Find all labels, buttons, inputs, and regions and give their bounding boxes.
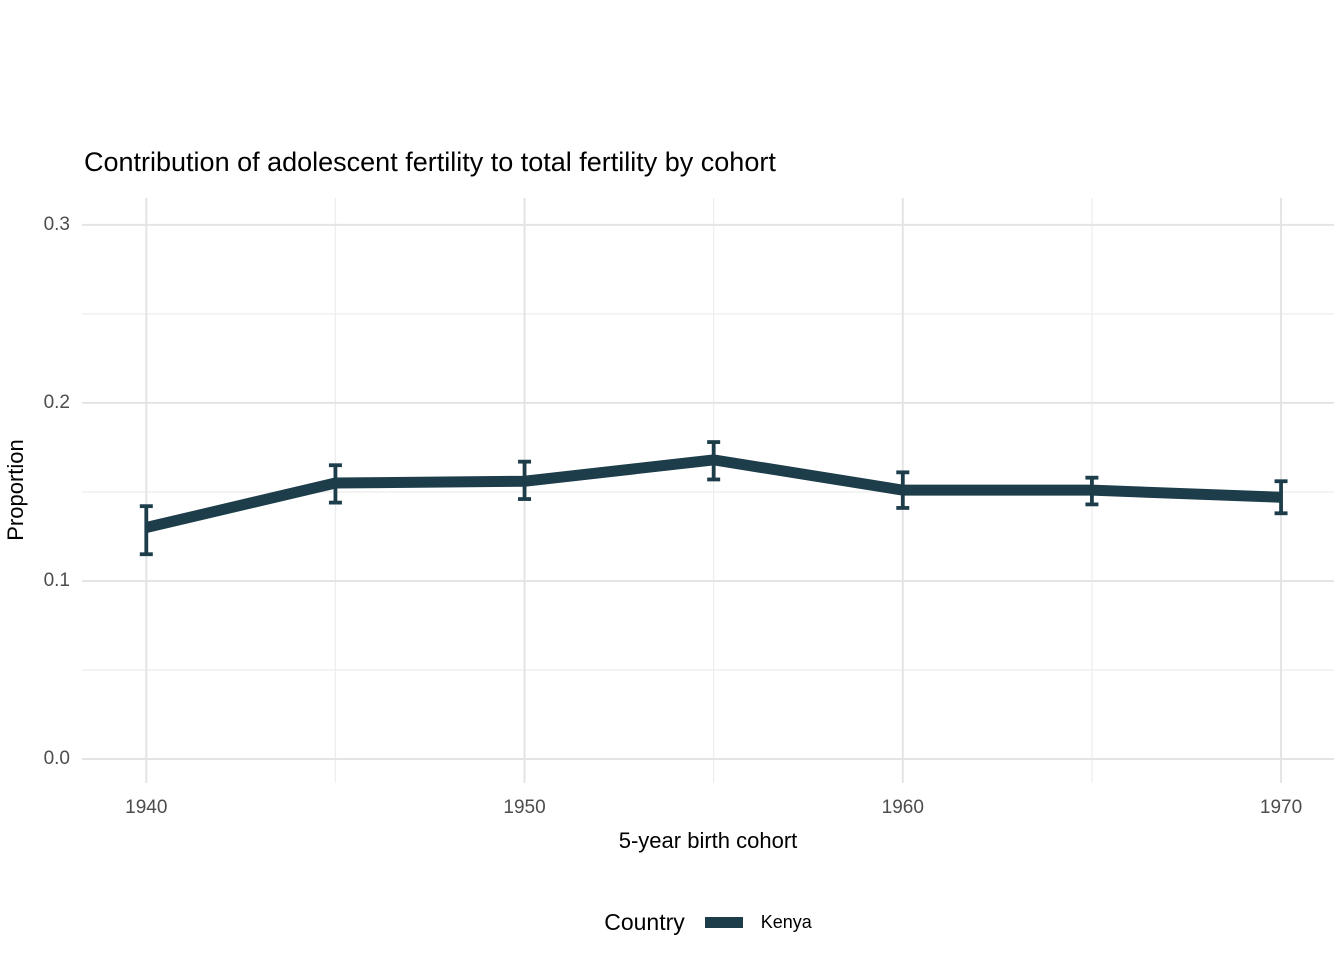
- y-tick-label: 0.2: [43, 391, 70, 413]
- x-axis-title: 5-year birth cohort: [618, 828, 798, 853]
- x-tick-label: 1970: [1259, 797, 1303, 818]
- x-tick-label: 1950: [503, 797, 546, 818]
- y-tick-label: 0.3: [43, 213, 70, 235]
- y-tick-label: 0.0: [43, 747, 70, 769]
- y-tick-label: 0.1: [43, 569, 70, 591]
- chart-title: Contribution of adolescent fertility to …: [84, 147, 776, 177]
- legend-swatch-kenya: [704, 916, 743, 928]
- x-tick-label: 1940: [125, 797, 168, 818]
- legend-title: Country: [604, 908, 685, 935]
- legend-label-kenya: Kenya: [760, 911, 812, 932]
- legend: Country Kenya: [82, 904, 1334, 940]
- x-tick-label: 1960: [881, 797, 924, 818]
